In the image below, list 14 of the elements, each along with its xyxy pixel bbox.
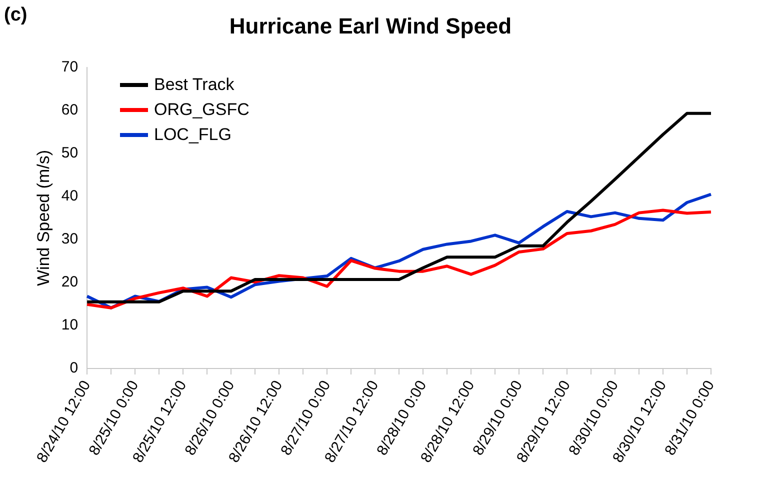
y-tick-label: 60 (61, 102, 78, 119)
legend-label: Best Track (154, 74, 234, 94)
y-tick-label: 70 (61, 58, 78, 76)
legend-label: LOC_FLG (154, 124, 232, 144)
chart-title: Hurricane Earl Wind Speed (229, 13, 512, 38)
y-axis-title: Wind Speed (m/s) (34, 150, 53, 286)
y-tick-label: 0 (70, 360, 78, 377)
y-tick-label: 30 (61, 230, 78, 248)
y-tick-label: 20 (61, 274, 78, 291)
y-tick-label: 50 (61, 144, 78, 162)
y-tick-label: 10 (61, 316, 78, 334)
text: (c) (4, 4, 28, 26)
legend-label: ORG_GSFC (154, 100, 250, 120)
y-tick-label: 40 (61, 188, 78, 205)
